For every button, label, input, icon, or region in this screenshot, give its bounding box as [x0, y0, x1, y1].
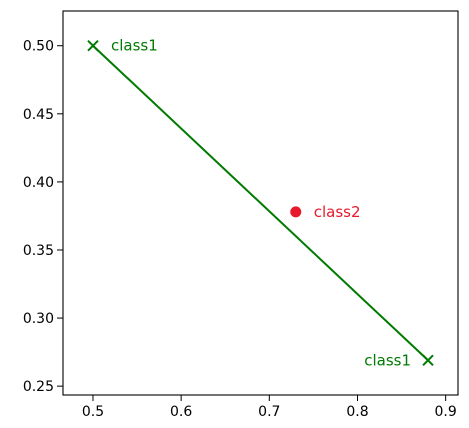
circle-marker-point — [290, 206, 302, 218]
x-marker-point — [422, 354, 434, 366]
axes — [62, 10, 459, 396]
y-tick-label: 0.25 — [23, 379, 54, 395]
x-tick-label: 0.9 — [435, 404, 457, 420]
ticks: 0.5 0.6 0.7 0.8 0.9 0.25 0.30 0.35 0.40 0.45 0.50 — [23, 39, 457, 420]
y-tick-label: 0.35 — [23, 243, 54, 259]
marker-stroke — [87, 40, 99, 52]
x-tick-label: 0.7 — [258, 404, 280, 420]
point-label: class2 — [314, 203, 361, 221]
x-tick-label: 0.5 — [82, 404, 104, 420]
chart-marks: class1 class1 class2 — [87, 37, 434, 369]
y-tick-label: 0.30 — [23, 311, 54, 327]
marker-stroke — [422, 354, 434, 366]
y-tick-label: 0.50 — [23, 39, 54, 55]
y-tick-label: 0.45 — [23, 107, 54, 123]
series-line — [92, 44, 429, 362]
y-tick-label: 0.40 — [23, 175, 54, 191]
x-tick-label: 0.8 — [346, 404, 368, 420]
x-tick-label: 0.6 — [170, 404, 192, 420]
point-label: class1 — [111, 37, 158, 55]
point-label: class1 — [364, 351, 411, 369]
x-marker-point — [87, 40, 99, 52]
plot-frame — [62, 10, 459, 396]
